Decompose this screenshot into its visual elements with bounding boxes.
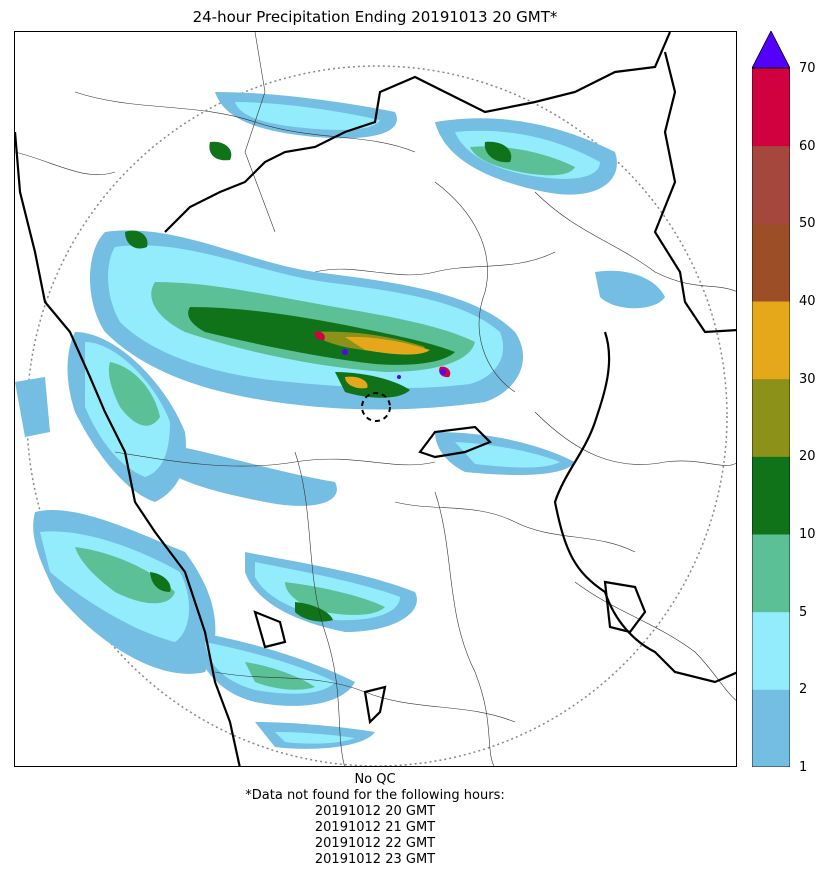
country-borders [15, 32, 736, 766]
radar-site-marker [361, 392, 391, 422]
missing-hour: 20191012 22 GMT [314, 836, 436, 851]
missing-hour: 20191012 20 GMT [314, 804, 436, 819]
colorbar-tick-label: 70 [799, 61, 816, 76]
colorbar-frame [752, 67, 790, 767]
colorbar-swatches [752, 68, 790, 767]
colorbar-swatch [752, 145, 790, 224]
colorbar [752, 31, 790, 767]
region-boundaries [15, 32, 736, 766]
colorbar-tick-label: 5 [799, 604, 808, 620]
missing-hour: 20191012 23 GMT [314, 852, 436, 867]
colorbar-swatch [752, 456, 790, 535]
colorbar-swatch [752, 68, 790, 147]
colorbar-swatch [752, 301, 790, 380]
colorbar-swatch [752, 611, 790, 690]
colorbar-swatch [752, 534, 790, 613]
radar-range-ring [26, 65, 728, 766]
precipitation-map-svg [15, 32, 736, 766]
footer-notes: No QC *Data not found for the following … [0, 772, 750, 868]
colorbar-tick-label: 50 [799, 216, 816, 232]
colorbar-tick-label: 40 [799, 294, 816, 309]
colorbar-extend-arrow [752, 31, 790, 69]
colorbar-swatch [752, 223, 790, 302]
colorbar-svg [752, 31, 790, 767]
chart-title: 24-hour Precipitation Ending 20191013 20… [192, 8, 558, 26]
precip-heavy [314, 331, 451, 389]
missing-hour: 20191012 21 GMT [314, 820, 436, 835]
missing-data-header: *Data not found for the following hours: [245, 788, 505, 803]
colorbar-tick-label: 20 [799, 449, 816, 465]
colorbar-tick-label: 30 [799, 371, 816, 387]
colorbar-swatch [752, 689, 790, 767]
colorbar-swatch [752, 378, 790, 457]
colorbar-tick-label: 60 [799, 138, 816, 154]
qc-note: No QC [354, 772, 396, 787]
colorbar-tick-label: 1 [799, 760, 808, 775]
radar-map [14, 31, 737, 767]
colorbar-tick-label: 10 [799, 527, 816, 542]
colorbar-tick-label: 2 [799, 682, 808, 698]
